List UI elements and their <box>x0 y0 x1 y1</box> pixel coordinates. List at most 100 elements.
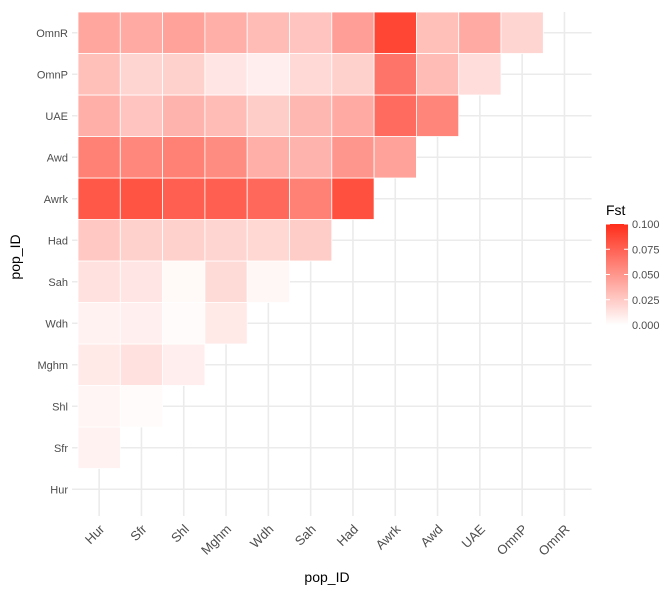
heatmap-cell <box>77 219 121 262</box>
y-tick-label: OmnR <box>36 28 68 40</box>
heatmap-cell <box>246 219 290 262</box>
heatmap-cell <box>77 343 121 386</box>
heatmap-cell <box>119 136 164 179</box>
y-tick-label: UAE <box>45 111 68 123</box>
heatmap-cell <box>415 53 460 96</box>
x-tick-label: Had <box>334 522 361 549</box>
legend-tick-label: 0.075 <box>632 244 660 256</box>
heatmap-cell <box>162 343 206 386</box>
legend-colorbar <box>606 224 628 325</box>
heatmap-cell <box>119 385 164 428</box>
legend: Fst 0.100 0.075 0.050 0.025 0.000 <box>606 202 660 332</box>
heatmap-cell <box>246 260 290 303</box>
heatmap-cell <box>119 219 164 262</box>
y-axis-title: pop_ID <box>7 234 23 279</box>
heatmap-cell <box>331 53 375 96</box>
heatmap-cell <box>246 177 290 220</box>
x-tick-label: OmnR <box>535 522 572 559</box>
heatmap-cell <box>77 177 121 220</box>
y-tick-label: Sfr <box>54 443 68 455</box>
heatmap-cell <box>162 177 206 220</box>
y-tick-label: Hur <box>50 484 68 496</box>
y-tick-label: Mghm <box>37 360 68 372</box>
heatmap-cell <box>246 53 290 96</box>
heatmap-cell <box>289 53 333 96</box>
heatmap-cell <box>204 260 248 303</box>
heatmap-cell <box>119 302 164 345</box>
heatmap-cell <box>289 11 333 54</box>
heatmap-cell <box>77 11 121 54</box>
heatmap-cell <box>77 385 121 428</box>
heatmap-cell <box>77 53 121 96</box>
y-tick-label: Shl <box>52 401 68 413</box>
heatmap-cell <box>77 426 121 469</box>
heatmap-cell <box>246 136 290 179</box>
x-tick-label: UAE <box>458 521 488 551</box>
heatmap-cell <box>458 11 502 54</box>
heatmap-cell <box>331 94 375 137</box>
heatmap-cell <box>204 94 248 137</box>
heatmap-cell <box>204 302 248 345</box>
heatmap-cell <box>289 136 333 179</box>
x-tick-label: Awrk <box>373 521 404 552</box>
heatmap-cell <box>204 53 248 96</box>
legend-tick-label: 0.000 <box>632 320 660 332</box>
y-tick-label: Wdh <box>45 318 68 330</box>
heatmap-cell <box>373 94 417 137</box>
legend-tick-label: 0.025 <box>632 295 660 307</box>
heatmap-tiles <box>77 11 544 469</box>
heatmap-cell <box>119 53 164 96</box>
heatmap-cell <box>331 136 375 179</box>
heatmap-cell <box>119 343 164 386</box>
heatmap-cell <box>415 94 460 137</box>
legend-tick-label: 0.050 <box>632 270 660 282</box>
y-tick-label: Had <box>48 235 68 247</box>
heatmap-cell <box>162 219 206 262</box>
x-tick-label: OmnP <box>494 522 531 559</box>
heatmap-cell <box>373 53 417 96</box>
heatmap-cell <box>204 177 248 220</box>
heatmap-cell <box>119 11 164 54</box>
heatmap-cell <box>246 11 290 54</box>
x-tick-label: Sfr <box>127 521 150 544</box>
x-tick-label: Wdh <box>247 522 277 552</box>
heatmap-cell <box>331 11 375 54</box>
y-tick-label: Awrk <box>44 194 69 206</box>
heatmap-cell <box>500 11 544 54</box>
x-tick-label: Mghm <box>198 522 234 558</box>
x-tick-label: Shl <box>168 521 192 545</box>
heatmap-cell <box>415 11 460 54</box>
heatmap-cell <box>77 260 121 303</box>
heatmap-cell <box>162 53 206 96</box>
x-tick-labels: Hur Sfr Shl Mghm Wdh Sah Had Awrk Awd UAE OmnP OmnR <box>82 521 573 559</box>
heatmap-cell <box>119 177 164 220</box>
heatmap-cell <box>77 94 121 137</box>
y-tick-label: Sah <box>48 277 68 289</box>
heatmap-cell <box>204 136 248 179</box>
heatmap-cell <box>331 177 375 220</box>
heatmap-cell <box>162 302 206 345</box>
heatmap-cell <box>162 260 206 303</box>
heatmap-cell <box>162 136 206 179</box>
heatmap-cell <box>162 11 206 54</box>
x-tick-label: Awd <box>417 522 445 550</box>
heatmap-cell <box>77 136 121 179</box>
heatmap-cell <box>204 11 248 54</box>
heatmap-cell <box>204 219 248 262</box>
x-tick-label: Sah <box>292 522 319 549</box>
heatmap-cell <box>458 53 502 96</box>
legend-tick-label: 0.100 <box>632 219 660 231</box>
y-tick-labels: Hur Sfr Shl Mghm Wdh Sah Had Awrk Awd UAE OmnP OmnR <box>36 28 68 497</box>
x-axis-title: pop_ID <box>304 569 349 585</box>
heatmap-cell <box>246 94 290 137</box>
heatmap-cell <box>289 219 333 262</box>
heatmap-cell <box>162 94 206 137</box>
legend-ticks: 0.100 0.075 0.050 0.025 0.000 <box>606 219 660 332</box>
y-tick-label: Awd <box>47 152 68 164</box>
heatmap-cell <box>119 260 164 303</box>
heatmap-cell <box>119 94 164 137</box>
heatmap-cell <box>373 136 417 179</box>
legend-title: Fst <box>606 202 626 218</box>
heatmap-cell <box>289 177 333 220</box>
